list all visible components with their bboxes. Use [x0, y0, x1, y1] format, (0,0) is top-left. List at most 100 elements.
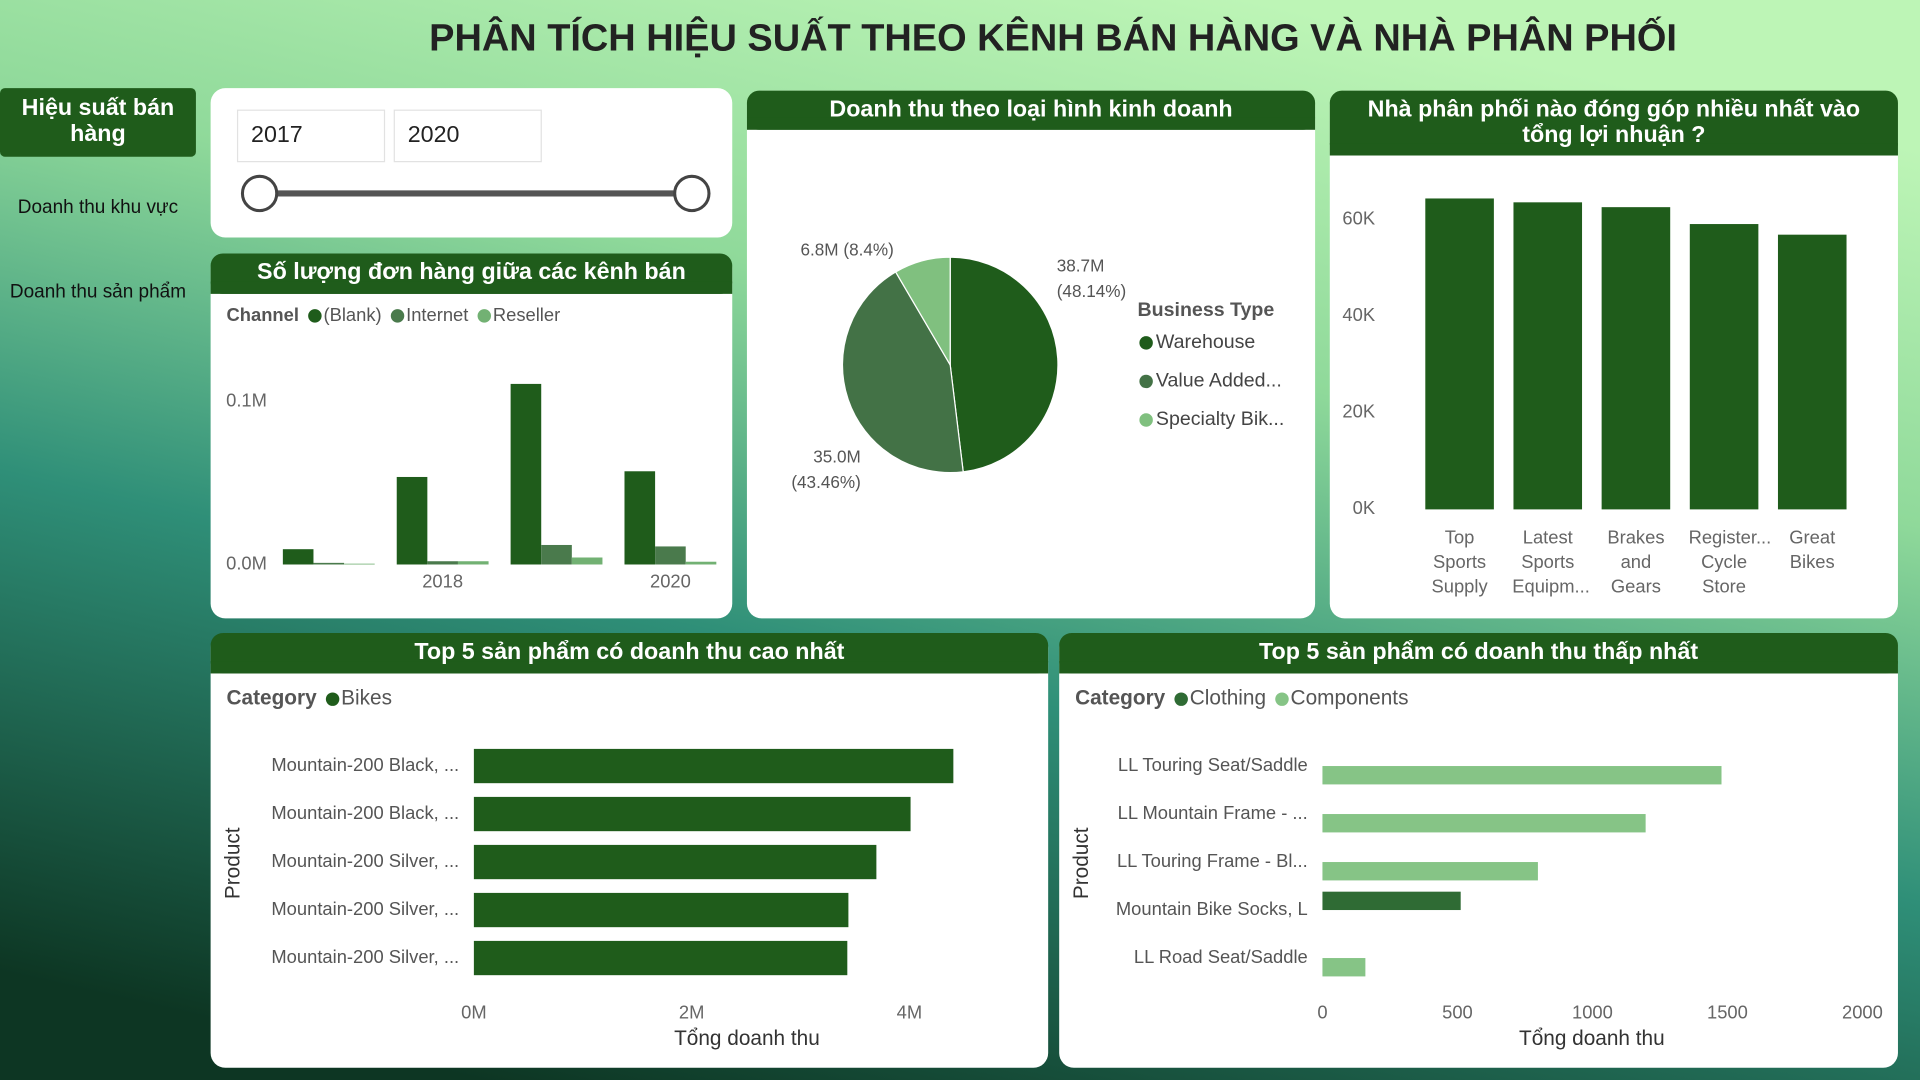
chart-header [746, 117, 1316, 130]
chart-title-box: Nhà phân phối nào đóng góp nhiều nhất và… [1367, 96, 1861, 148]
bar [457, 561, 489, 565]
legend-marker [308, 309, 322, 323]
legend-label: Specialty Bik... [1156, 408, 1284, 430]
x-tick-label: Register... Cycle Store [1688, 527, 1772, 598]
bar [473, 940, 848, 976]
nav-item[interactable]: Doanh thu khu vực [18, 197, 178, 218]
nav-item-active[interactable]: Hiệu suất bán hàng [21, 95, 175, 147]
bar [1425, 198, 1494, 510]
chart-title-box: Số lượng đơn hàng giữa các kênh bán [257, 259, 686, 286]
data-label: 35.0M [813, 446, 861, 466]
legend-marker [1275, 692, 1289, 706]
chart-panel [210, 253, 733, 619]
legend-title: Category [1075, 687, 1166, 710]
bar [473, 844, 877, 880]
end-year[interactable]: 2020 [408, 121, 460, 147]
nav-item[interactable]: Doanh thu sản phẩm [10, 282, 186, 303]
legend-marker [1139, 413, 1153, 427]
y-tick-label: 40K [1342, 304, 1375, 325]
bar [1513, 202, 1583, 510]
bar [427, 561, 458, 565]
y-tick-label: LL Touring Frame - Bl... [1117, 850, 1308, 871]
bar [473, 796, 911, 832]
legend-title: Channel [227, 304, 299, 325]
chart-header [1329, 143, 1898, 156]
start-year[interactable]: 2017 [251, 121, 303, 147]
data-label: (48.14%) [1057, 281, 1127, 301]
pie-slice [949, 256, 1059, 473]
chart-title-box: Top 5 sản phẩm có doanh thu thấp nhất [1259, 639, 1699, 665]
x-tick-label: 500 [1442, 1002, 1473, 1023]
slider-handle[interactable] [673, 174, 711, 213]
y-tick-label: 20K [1342, 401, 1375, 422]
x-tick-label: 2000 [1842, 1002, 1883, 1023]
chart-title: Top 5 sản phẩm có doanh thu thấp nhất [1259, 639, 1699, 665]
y-axis-title: Product [1070, 827, 1093, 899]
chart-title: Doanh thu theo loại hình kinh doanh [829, 96, 1233, 122]
y-tick-label: LL Road Seat/Saddle [1134, 946, 1308, 967]
bar [1322, 862, 1538, 881]
bar [1689, 224, 1759, 510]
x-tick-label-box: Brakes and Gears [1607, 528, 1664, 598]
chart-title: Số lượng đơn hàng giữa các kênh bán [257, 259, 686, 286]
data-label: 38.7M [1057, 255, 1105, 275]
chart-title: Top 5 sản phẩm có doanh thu cao nhất [414, 639, 845, 665]
y-tick-label: LL Mountain Frame - ... [1118, 802, 1308, 823]
x-axis-title: Tổng doanh thu [674, 1027, 820, 1050]
bar [344, 563, 375, 565]
bar [1777, 234, 1847, 510]
chart-panel [1059, 633, 1898, 1068]
legend-marker [1139, 336, 1153, 350]
legend-marker [325, 692, 340, 706]
bar [473, 748, 954, 784]
legend-label: Clothing [1190, 687, 1266, 710]
y-tick-label: LL Touring Seat/Saddle [1118, 754, 1308, 775]
bar [396, 476, 428, 565]
bar [510, 383, 542, 565]
x-tick-label: 2018 [422, 571, 463, 592]
x-tick-label: 2M [679, 1002, 705, 1023]
y-tick-label: Mountain-200 Silver, ... [271, 898, 459, 919]
x-axis-title: Tổng doanh thu [1519, 1027, 1665, 1050]
legend-label: Warehouse [1156, 331, 1256, 353]
legend-title: Business Type [1138, 299, 1275, 321]
y-tick-label: Mountain-200 Silver, ... [271, 850, 459, 871]
pie-slice [841, 271, 964, 474]
data-label: 6.8M [800, 240, 838, 260]
y-tick-label: 0K [1353, 497, 1376, 518]
y-tick-label: 0.0M [226, 552, 267, 573]
bar [624, 471, 656, 565]
chart-header [1329, 90, 1898, 156]
bar [313, 562, 345, 565]
bar [1322, 814, 1646, 833]
x-tick-label: 4M [897, 1002, 923, 1023]
y-tick-label: Mountain-200 Black, ... [271, 754, 459, 775]
x-tick-label: 1000 [1572, 1002, 1613, 1023]
legend-label: Reseller [493, 304, 560, 325]
legend-marker [390, 309, 405, 323]
y-tick-label: 60K [1342, 208, 1375, 229]
end-box[interactable] [393, 109, 542, 163]
y-tick-label: Mountain-200 Silver, ... [271, 946, 459, 967]
slider-handle[interactable] [240, 174, 279, 213]
nav-button[interactable] [0, 88, 196, 157]
chart-header [1059, 661, 1898, 674]
x-tick-label-box: Latest Sports Equipm... [1512, 528, 1590, 598]
y-axis-title: Product [221, 827, 244, 899]
bar [473, 892, 849, 928]
bar [655, 546, 686, 565]
x-tick-label-box: Register... Cycle Store [1688, 527, 1772, 598]
x-tick-label: Top Sports Supply [1431, 527, 1488, 598]
legend-marker [477, 309, 492, 323]
legend-marker [1174, 692, 1188, 706]
data-label: (8.4%) [843, 240, 893, 260]
chart-title-box: Top 5 sản phẩm có doanh thu cao nhất [414, 639, 845, 665]
x-tick-label-box: Great Bikes [1789, 528, 1835, 573]
nav-item-active-box: Hiệu suất bán hàng [21, 95, 175, 147]
legend-label: Internet [406, 304, 468, 325]
page-title: PHÂN TÍCH HIỆU SUẤT THEO KÊNH BÁN HÀNG V… [429, 14, 1677, 59]
chart-title: Nhà phân phối nào đóng góp nhiều nhất và… [1367, 96, 1861, 148]
start-box[interactable] [236, 109, 386, 163]
bar [541, 544, 572, 565]
